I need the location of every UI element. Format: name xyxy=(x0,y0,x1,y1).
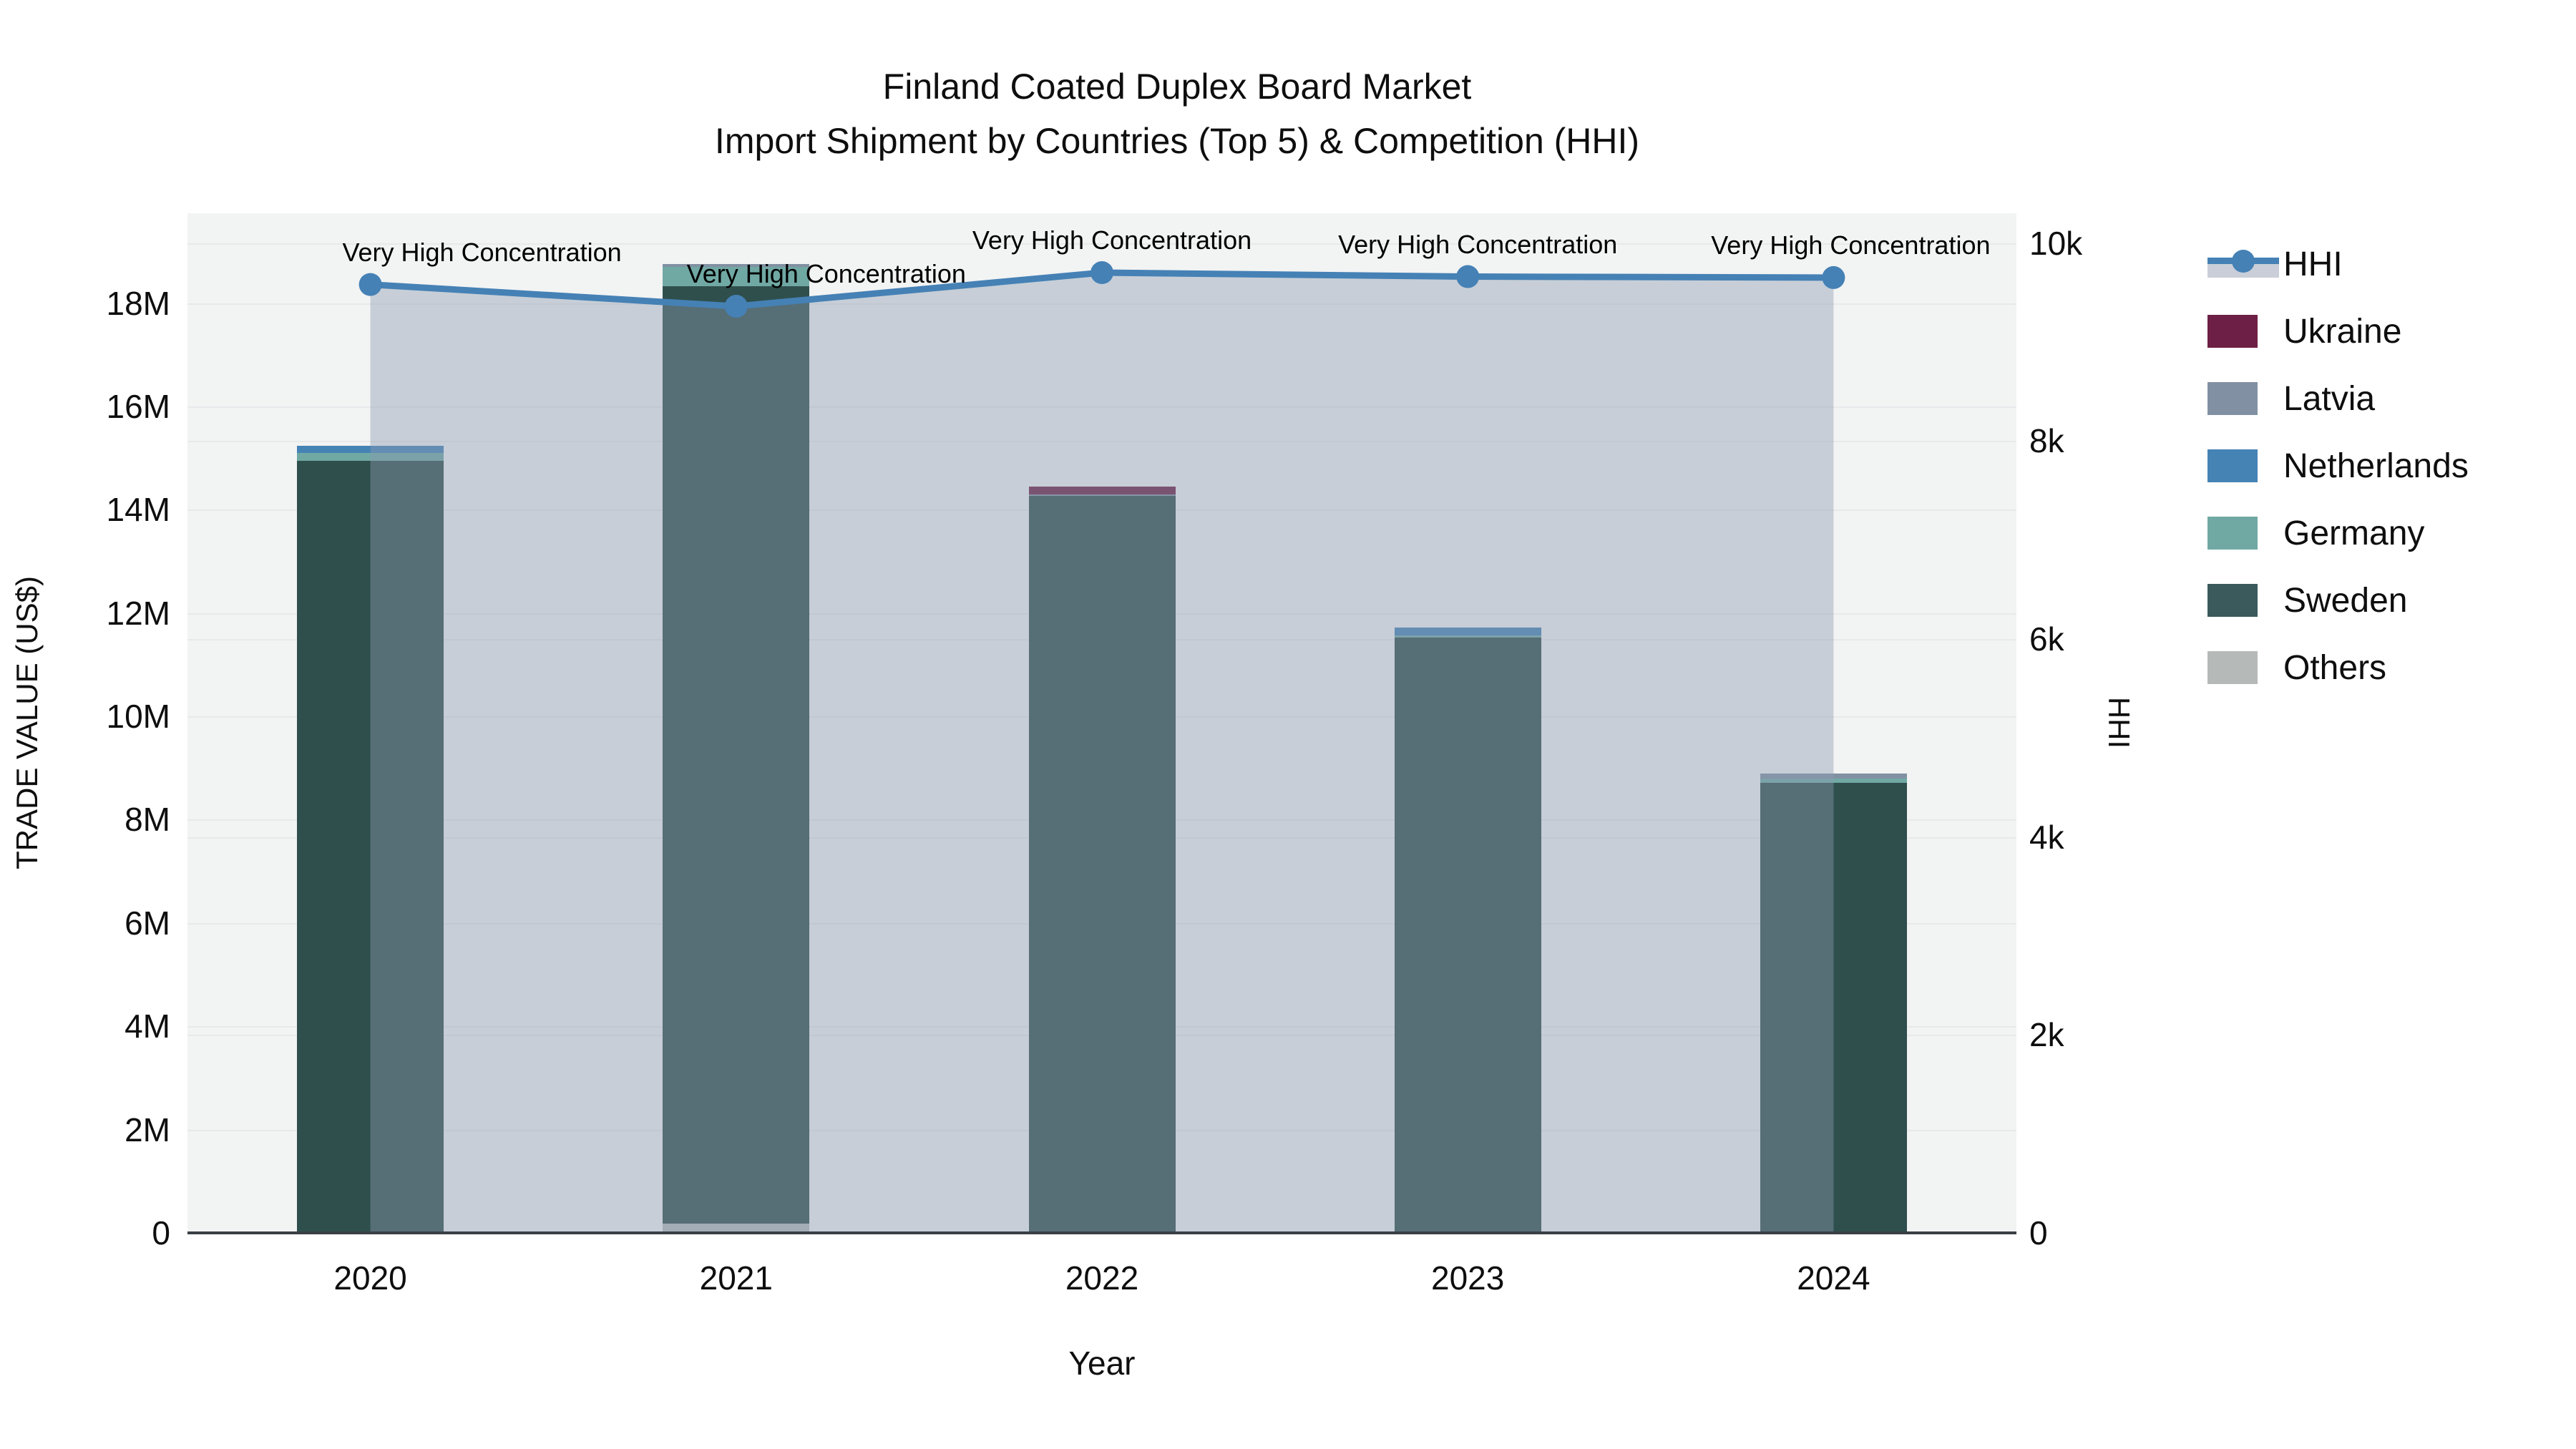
annotation-2020: Very High Concentration xyxy=(342,237,622,267)
bar-sweden-2022[interactable] xyxy=(1028,495,1176,1233)
legend-swatch-germany xyxy=(2207,517,2258,550)
bar-sweden-2023[interactable] xyxy=(1394,637,1541,1233)
bar-sweden-2020[interactable] xyxy=(297,460,444,1233)
legend-swatch-sweden xyxy=(2207,584,2258,617)
annotation-2024: Very High Concentration xyxy=(1711,230,1991,260)
ytick-18M: 18M xyxy=(106,284,170,322)
legend-item-latvia[interactable]: Latvia xyxy=(2207,379,2375,419)
annotation-2023: Very High Concentration xyxy=(1338,229,1618,259)
ytick-8M: 8M xyxy=(125,801,170,839)
y2-axis-title: HHI xyxy=(2102,696,2136,749)
legend-item-ukraine[interactable]: Ukraine xyxy=(2207,311,2401,351)
gridline-y2 xyxy=(187,243,2016,245)
legend-swatch-others xyxy=(2207,651,2258,684)
x-axis-title: Year xyxy=(1068,1345,1136,1382)
legend-label-hhi: HHI xyxy=(2283,245,2343,283)
y2tick-8k: 8k xyxy=(2029,422,2064,460)
ytick-10M: 10M xyxy=(106,698,170,736)
bar-latvia-2024[interactable] xyxy=(1760,774,1907,779)
legend-swatch-ukraine xyxy=(2207,315,2258,348)
ytick-12M: 12M xyxy=(106,594,170,632)
chart-title-line1: Finland Coated Duplex Board Market xyxy=(882,67,1472,107)
xtick-2024: 2024 xyxy=(1797,1259,1870,1297)
legend-label-latvia: Latvia xyxy=(2283,379,2376,418)
bar-germany-2023[interactable] xyxy=(1394,635,1541,638)
legend-item-hhi[interactable]: HHI xyxy=(2207,244,2343,284)
y2tick-6k: 6k xyxy=(2029,620,2064,658)
xtick-2022: 2022 xyxy=(1065,1259,1139,1297)
bar-latvia-2021[interactable] xyxy=(663,263,810,268)
y2tick-0: 0 xyxy=(2029,1214,2048,1252)
legend-item-others[interactable]: Others xyxy=(2207,648,2386,688)
bar-latvia-2022[interactable] xyxy=(1028,494,1176,496)
y-axis-title: TRADE VALUE (US$) xyxy=(10,576,44,869)
bar-others-2021[interactable] xyxy=(663,1224,810,1233)
ytick-14M: 14M xyxy=(106,491,170,529)
legend-item-netherlands[interactable]: Netherlands xyxy=(2207,446,2469,486)
chart-title-line2: Import Shipment by Countries (Top 5) & C… xyxy=(714,121,1640,161)
legend-swatch-netherlands xyxy=(2207,449,2258,482)
gridline-y xyxy=(187,406,2016,408)
legend-label-others: Others xyxy=(2283,648,2387,687)
ytick-0: 0 xyxy=(152,1214,170,1252)
xtick-2021: 2021 xyxy=(699,1259,773,1297)
bar-germany-2020[interactable] xyxy=(297,452,444,461)
annotation-2022: Very High Concentration xyxy=(972,225,1252,255)
ytick-2M: 2M xyxy=(125,1111,170,1148)
x-axis-line xyxy=(187,1231,2016,1234)
annotation-2021: Very High Concentration xyxy=(686,259,966,289)
ytick-4M: 4M xyxy=(125,1008,170,1045)
bar-sweden-2021[interactable] xyxy=(663,286,810,1224)
xtick-2023: 2023 xyxy=(1431,1259,1505,1297)
y2tick-4k: 4k xyxy=(2029,818,2064,856)
legend-label-sweden: Sweden xyxy=(2283,581,2408,620)
y2tick-2k: 2k xyxy=(2029,1016,2064,1054)
legend-hhi-symbol xyxy=(2207,248,2283,280)
ytick-6M: 6M xyxy=(125,904,170,942)
legend-item-germany[interactable]: Germany xyxy=(2207,513,2424,553)
gridline-y2 xyxy=(187,441,2016,442)
bar-germany-2024[interactable] xyxy=(1760,779,1907,783)
xtick-2020: 2020 xyxy=(333,1259,407,1297)
bar-ukraine-2022[interactable] xyxy=(1028,486,1176,494)
bar-sweden-2024[interactable] xyxy=(1760,782,1907,1233)
y2tick-10k: 10k xyxy=(2029,224,2083,262)
legend-item-sweden[interactable]: Sweden xyxy=(2207,580,2407,620)
legend-hhi-marker-swatch xyxy=(2232,250,2255,273)
ytick-16M: 16M xyxy=(106,387,170,425)
legend-swatch-latvia xyxy=(2207,382,2258,415)
bar-netherlands-2020[interactable] xyxy=(297,445,444,453)
bar-netherlands-2023[interactable] xyxy=(1394,627,1541,635)
legend-label-netherlands: Netherlands xyxy=(2283,447,2469,485)
legend-label-ukraine: Ukraine xyxy=(2283,312,2402,351)
gridline-y xyxy=(187,303,2016,305)
legend-label-germany: Germany xyxy=(2283,514,2425,552)
